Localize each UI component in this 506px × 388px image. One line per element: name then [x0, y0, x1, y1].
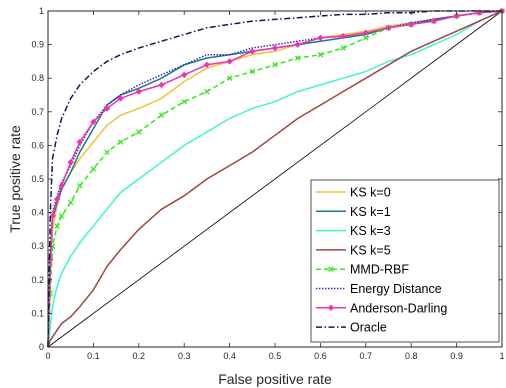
series-point-mmd-rbf: [90, 166, 97, 172]
series-point-mmd-rbf: [272, 62, 278, 68]
x-tick-label: 0.4: [223, 351, 236, 361]
series-point-anderson-darling: [203, 61, 211, 68]
y-tick-label: 0.8: [31, 73, 44, 83]
series-point-anderson-darling: [430, 17, 438, 25]
x-tick-label: 0.7: [360, 351, 373, 361]
y-tick-label: 0: [39, 342, 44, 352]
series-point-anderson-darling: [339, 33, 347, 40]
legend-marker-anderson-darling: [327, 304, 335, 311]
series-point-anderson-darling: [271, 44, 279, 52]
series-point-mmd-rbf: [181, 98, 187, 105]
x-tick-label: 0.2: [133, 351, 146, 361]
series-line-energy-distance: [47, 10, 503, 348]
series-point-mmd-rbf: [226, 75, 233, 81]
series-ks-k-5: [47, 10, 503, 348]
series-point-anderson-darling: [76, 138, 83, 146]
series-point-mmd-rbf: [204, 88, 210, 95]
legend-box: [310, 179, 500, 343]
series-point-anderson-darling: [103, 105, 111, 112]
x-tick-label: 0.5: [269, 351, 282, 361]
series-oracle: [47, 10, 502, 348]
series-point-anderson-darling: [408, 21, 415, 28]
y-tick-label: 0.3: [31, 241, 44, 251]
series-point-anderson-darling: [317, 34, 324, 42]
x-tick-label: 0: [45, 351, 50, 361]
series-point-mmd-rbf: [317, 51, 324, 58]
y-tick-label: 1: [39, 6, 44, 16]
series-point-anderson-darling: [53, 195, 61, 203]
legend-label-ks-k-3: KS k=3: [350, 224, 391, 238]
series-point-mmd-rbf: [77, 182, 83, 189]
series-line-oracle: [47, 10, 502, 348]
x-tick-label: 1: [499, 351, 504, 361]
series-point-anderson-darling: [158, 81, 165, 89]
roc-curves: [47, 7, 506, 348]
legend-label-mmd-rbf: MMD-RBF: [350, 263, 409, 277]
series-point-anderson-darling: [47, 256, 54, 263]
x-tick-label: 0.8: [405, 351, 418, 361]
legend-label-ks-k-0: KS k=0: [350, 186, 391, 200]
x-tick-label: 0.1: [87, 351, 100, 361]
series-point-anderson-darling: [362, 29, 369, 37]
series-point-mmd-rbf: [136, 129, 142, 135]
series-point-anderson-darling: [117, 95, 124, 102]
series-ks-k-3: [47, 10, 503, 348]
series-point-anderson-darling: [385, 24, 392, 31]
legend-label-ks-k-1: KS k=1: [350, 205, 391, 219]
series-line-ks-k-5: [47, 10, 503, 348]
series-point-anderson-darling: [135, 88, 142, 95]
y-tick-label: 0.6: [31, 140, 44, 150]
series-point-mmd-rbf: [104, 149, 110, 155]
series-point-mmd-rbf: [363, 35, 369, 41]
series-point-anderson-darling: [453, 12, 460, 20]
legend: KS k=0 KS k=1 KS k=3 KS k=5 MMD-RBF Energy Di…: [310, 179, 500, 343]
series-point-anderson-darling: [49, 212, 56, 220]
legend-marker-mmd-rbf: [328, 266, 334, 272]
series-point-mmd-rbf: [58, 213, 65, 219]
legend-label-ks-k-5: KS k=5: [350, 243, 391, 257]
series-energy-distance: [47, 10, 503, 348]
y-tick-label: 0.1: [31, 308, 44, 318]
x-tick-label: 0.6: [314, 351, 327, 361]
series-point-mmd-rbf: [54, 223, 60, 229]
x-axis-label: False positive rate: [218, 371, 332, 387]
legend-label-oracle: Oracle: [350, 321, 387, 335]
y-tick-label: 0.9: [31, 40, 44, 50]
series-point-mmd-rbf: [340, 45, 346, 51]
series-point-anderson-darling: [181, 71, 188, 79]
series-point-mmd-rbf: [67, 199, 74, 206]
series-point-anderson-darling: [58, 182, 65, 189]
legend-label-anderson-darling: Anderson-Darling: [350, 301, 447, 315]
chance-diagonal: [47, 10, 503, 348]
x-tick-label: 0.3: [178, 351, 191, 361]
series-point-mmd-rbf: [294, 55, 301, 61]
legend-label-energy-distance: Energy Distance: [350, 282, 442, 296]
series-point-anderson-darling: [294, 41, 301, 48]
series-point-mmd-rbf: [158, 112, 165, 118]
series-point-mmd-rbf: [117, 139, 124, 145]
x-tick-label: 0.9: [450, 351, 463, 361]
y-tick-label: 0.2: [31, 275, 44, 285]
series-point-anderson-darling: [249, 48, 256, 55]
series-point-anderson-darling: [226, 58, 233, 65]
y-tick-label: 0.4: [31, 208, 44, 218]
series-line-ks-k-3: [47, 10, 503, 348]
y-tick-label: 0.5: [31, 174, 44, 184]
series-point-anderson-darling: [67, 159, 74, 166]
y-tick-label: 0.7: [31, 107, 44, 117]
series-point-anderson-darling: [90, 118, 97, 126]
series-anderson-darling: [47, 7, 506, 348]
series-point-mmd-rbf: [249, 68, 256, 75]
axis-ticks: 0 0.1 0.2 0.3 0.4 0.5 0.6 0.7 0.8 0.9 1 0 0.1 0.2 0.3 0…: [31, 6, 504, 361]
y-axis-label: True positive rate: [7, 125, 23, 233]
